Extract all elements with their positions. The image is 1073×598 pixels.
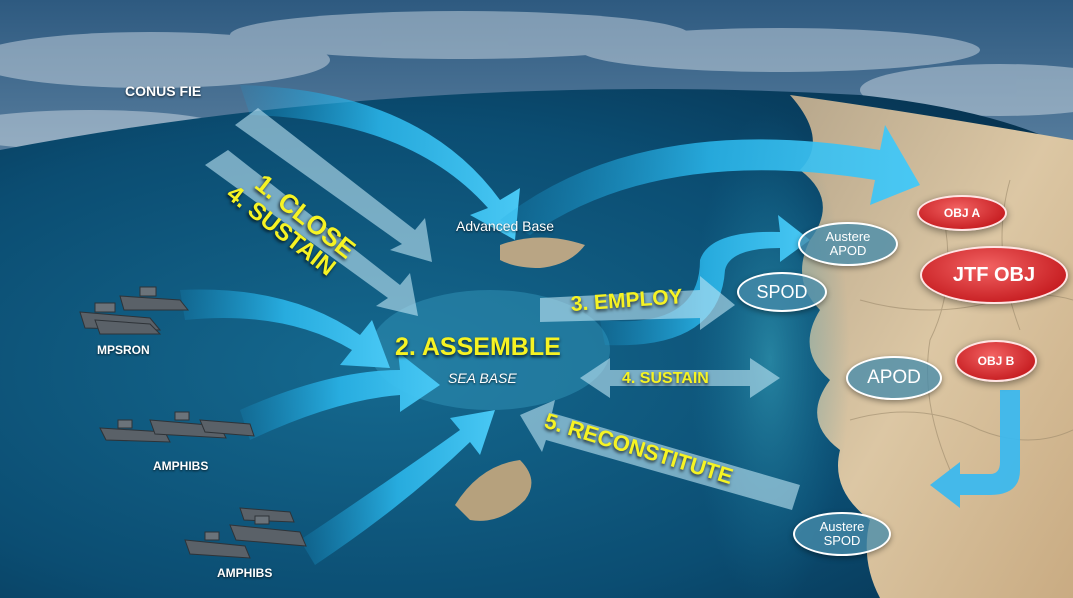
- advanced-base-island: [500, 237, 585, 268]
- apod-label: APOD: [867, 367, 921, 389]
- arrow-reconstitute: [520, 400, 800, 510]
- amphibs-label-2: AMPHIBS: [217, 566, 273, 580]
- step-assemble-label: 2. ASSEMBLE: [395, 333, 561, 361]
- sea-base-label: SEA BASE: [448, 370, 517, 386]
- austere-spod-line2: SPOD: [823, 533, 861, 548]
- arrow-advanced-base-to-objectives: [500, 125, 920, 235]
- austere-spod-line1: Austere: [819, 519, 865, 535]
- austere-apod-line1: Austere: [825, 229, 871, 245]
- arrow-amphibs1-to-sea-base: [240, 352, 440, 440]
- mpsron-ships-icon: [79, 286, 190, 335]
- arrow-employ: [540, 276, 735, 330]
- step-arrows: [205, 108, 800, 510]
- arrow-close: [235, 108, 432, 262]
- objective-b-label: OBJ B: [977, 353, 1015, 368]
- apod-node: APOD: [846, 356, 942, 400]
- jtf-objective-node: JTF OBJ: [920, 246, 1068, 304]
- austere-apod-node: Austere APOD: [798, 222, 898, 266]
- amphibs-ships-icon-1: [99, 411, 255, 443]
- objective-b-node: OBJ B: [955, 340, 1037, 382]
- objective-a-label: OBJ A: [943, 205, 981, 220]
- amphibs-label-1: AMPHIBS: [153, 459, 209, 473]
- spod-label: SPOD: [756, 281, 808, 302]
- arrow-conus-to-advanced-base: [240, 85, 520, 240]
- advanced-base-label: Advanced Base: [456, 218, 555, 234]
- arrow-mpsron-to-sea-base: [180, 289, 390, 368]
- bottom-island: [455, 460, 532, 521]
- arrow-sustain-double: [580, 358, 780, 398]
- austere-spod-node: Austere SPOD: [793, 512, 891, 556]
- jtf-objective-label: JTF OBJ: [952, 263, 1036, 286]
- step-sustain-right-label: 4. SUSTAIN: [622, 370, 709, 387]
- arrow-amphibs2-to-sea-base: [300, 410, 495, 565]
- spod-node: SPOD: [737, 272, 827, 312]
- ships: [79, 286, 307, 559]
- mpsron-label: MPSRON: [97, 343, 150, 357]
- arrow-obj-b-return: [930, 390, 1020, 508]
- conus-fie-label: CONUS FIE: [125, 83, 202, 99]
- flow-arrows: [180, 85, 920, 565]
- arrow-sustain-inbound: [205, 150, 418, 316]
- objective-a-node: OBJ A: [917, 195, 1007, 231]
- austere-apod-line2: APOD: [829, 243, 867, 258]
- amphibs-ships-icon-2: [184, 507, 307, 559]
